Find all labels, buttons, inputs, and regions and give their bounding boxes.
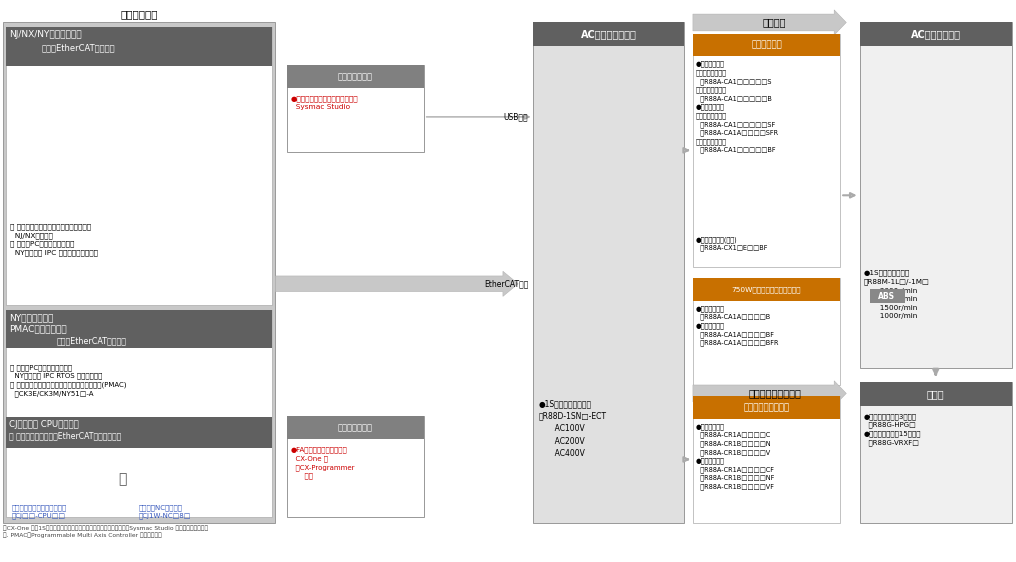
Text: ＊CX-One では1Sシリーズサーボドライバの設定はできません。別途Sysmac Studio をご準備ください。
注. PMACはProgrammable : ＊CX-One では1Sシリーズサーボドライバの設定はできません。別途Sysma…	[3, 525, 208, 538]
Text: ＋ 位置制御ユニット（EtherCAT通信タイプ）: ＋ 位置制御ユニット（EtherCAT通信タイプ）	[9, 431, 121, 440]
Text: （内蔵EtherCATポート）: （内蔵EtherCATポート）	[57, 336, 127, 345]
Text: PMACコントローラ: PMACコントローラ	[9, 324, 67, 333]
FancyArrow shape	[693, 381, 846, 406]
FancyBboxPatch shape	[6, 417, 272, 448]
FancyBboxPatch shape	[6, 310, 272, 348]
Text: ●FA統合ツールパッケージ
  CX-One ＊
  （CX-Programmer
      も）: ●FA統合ツールパッケージ CX-One ＊ （CX-Programmer も）	[291, 447, 354, 479]
Text: 動力ケーブル: 動力ケーブル	[751, 40, 782, 49]
FancyBboxPatch shape	[6, 310, 272, 418]
Text: ABS: ABS	[879, 292, 895, 301]
Text: 750W以下用ブレーキケーブル: 750W以下用ブレーキケーブル	[732, 286, 802, 293]
Text: サポートツール: サポートツール	[337, 423, 373, 432]
FancyBboxPatch shape	[693, 278, 840, 301]
Text: プログラマブルコントローラ
形CJ□□-CPU□□: プログラマブルコントローラ 形CJ□□-CPU□□	[11, 505, 66, 519]
FancyBboxPatch shape	[693, 396, 840, 523]
Text: CJシリーズ CPUユニット: CJシリーズ CPUユニット	[9, 420, 79, 429]
FancyBboxPatch shape	[6, 417, 272, 517]
Text: （内蔵EtherCATポート）: （内蔵EtherCATポート）	[42, 43, 115, 52]
FancyBboxPatch shape	[6, 28, 272, 305]
Text: ●標準ケーブル
  形R88A-CR1A□□□□C
  形R88A-CR1B□□□□N
  形R88A-CR1B□□□□V
●屈曲ケーブル
  形R88A-CR: ●標準ケーブル 形R88A-CR1A□□□□C 形R88A-CR1B□□□□N …	[696, 423, 774, 490]
Text: ●延長ケーブル(屈曲)
  形R88A-CX1□E□□BF: ●延長ケーブル(屈曲) 形R88A-CX1□E□□BF	[696, 236, 767, 251]
FancyBboxPatch shape	[533, 22, 684, 523]
FancyBboxPatch shape	[860, 382, 1012, 523]
FancyBboxPatch shape	[860, 22, 1012, 368]
FancyBboxPatch shape	[3, 22, 275, 523]
FancyBboxPatch shape	[693, 278, 840, 385]
FancyBboxPatch shape	[693, 34, 840, 267]
Text: EtherCAT通信: EtherCAT通信	[484, 279, 528, 288]
Text: 位置制御NCユニット
形CJ1W-NC□8□: 位置制御NCユニット 形CJ1W-NC□8□	[138, 505, 191, 519]
Text: ACサーボドライバ: ACサーボドライバ	[581, 29, 636, 39]
FancyBboxPatch shape	[6, 28, 272, 66]
Text: ＋: ＋	[119, 472, 127, 486]
Text: ●オートメーションソフトウェア
  Sysmac Studio: ●オートメーションソフトウェア Sysmac Studio	[291, 96, 359, 110]
Text: ●1Sシリーズドライバ
形R88D-1SN□-ECT
       AC100V
       AC200V
       AC400V: ●1Sシリーズドライバ 形R88D-1SN□-ECT AC100V AC200V…	[538, 399, 607, 458]
Text: 動力信号: 動力信号	[763, 17, 786, 28]
FancyBboxPatch shape	[287, 416, 424, 517]
FancyBboxPatch shape	[287, 65, 424, 88]
FancyBboxPatch shape	[693, 396, 840, 419]
Text: 減速機: 減速機	[927, 389, 945, 399]
Text: ACサーボモータ: ACサーボモータ	[910, 29, 961, 39]
FancyBboxPatch shape	[693, 34, 840, 56]
FancyBboxPatch shape	[533, 22, 684, 46]
FancyArrow shape	[693, 10, 846, 35]
FancyBboxPatch shape	[870, 289, 905, 303]
Text: USB通信: USB通信	[504, 112, 528, 121]
Text: エンコーダケーブル: エンコーダケーブル	[744, 403, 789, 412]
FancyBboxPatch shape	[860, 22, 1012, 46]
FancyBboxPatch shape	[287, 65, 424, 152]
Text: NJ/NX/NYコントローラ: NJ/NX/NYコントローラ	[9, 30, 81, 39]
Text: ●1Sシリーズモータ
形R88M-1L□/-1M□
       3000r/min
       2000r/min
       1500r/min
   : ●1Sシリーズモータ 形R88M-1L□/-1M□ 3000r/min 2000…	[864, 270, 930, 319]
Text: ・ マシンオートメーションコントローラ
  NJ/NXシリーズ
・ 産業用PCプラットフォーム
  NYシリーズ IPC マシンコントローラ: ・ マシンオートメーションコントローラ NJ/NXシリーズ ・ 産業用PCプラッ…	[10, 224, 99, 256]
Text: フィードバック信号: フィードバック信号	[748, 388, 802, 398]
FancyBboxPatch shape	[287, 416, 424, 439]
Text: ●バックラッシュ3分以内
  形R88G-HPG□
●バックラッシュ15分以内
  形R88G-VRXF□: ●バックラッシュ3分以内 形R88G-HPG□ ●バックラッシュ15分以内 形R…	[864, 413, 922, 446]
Text: ・ 産業用PCプラットフォーム
  NYシリーズ IPC RTOS コントローラ
・ プログラマブル多軸モーションコントローラ(PMAC)
  形CK3E/CK: ・ 産業用PCプラットフォーム NYシリーズ IPC RTOS コントローラ ・…	[10, 364, 127, 397]
FancyArrow shape	[275, 271, 518, 296]
FancyBboxPatch shape	[860, 382, 1012, 406]
Text: コントローラ: コントローラ	[121, 10, 157, 20]
Text: ●標準ケーブル
  形R88A-CA1A□□□□B
●屈曲ケーブル
  形R88A-CA1A□□□□BF
  形R88A-CA1A□□□□BFR: ●標準ケーブル 形R88A-CA1A□□□□B ●屈曲ケーブル 形R88A-CA…	[696, 305, 778, 346]
Text: ●標準ケーブル
・ブレーキ線なし
  形R88A-CA1□□□□□S
・ブレーキ線付き
  形R88A-CA1□□□□□B
●屈曲ケーブル
・ブレーキ線なし
 : ●標準ケーブル ・ブレーキ線なし 形R88A-CA1□□□□□S ・ブレーキ線付…	[696, 61, 778, 153]
Text: NYコントローラ: NYコントローラ	[9, 313, 54, 322]
Text: サポートツール: サポートツール	[337, 72, 373, 81]
